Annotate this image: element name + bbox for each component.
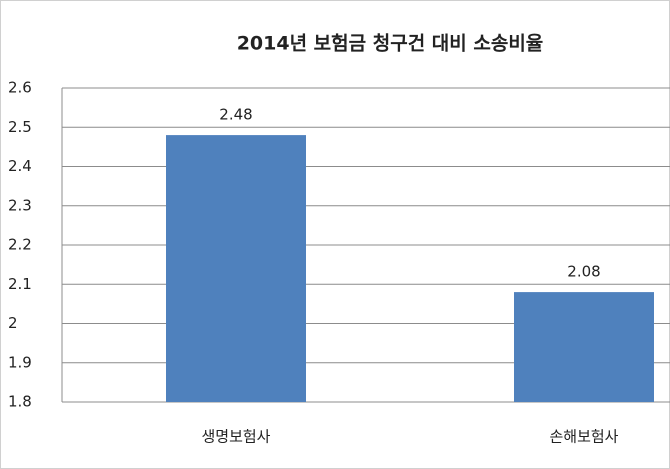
data-label: 2.48 <box>219 106 252 124</box>
y-tick-label: 2.2 <box>8 236 32 254</box>
y-tick-label: 2.6 <box>8 79 32 97</box>
bar <box>514 292 654 402</box>
y-tick-label: 1.9 <box>8 353 32 371</box>
y-tick-label: 2.3 <box>8 196 32 214</box>
bar <box>166 135 306 402</box>
y-tick-label: 2 <box>8 314 18 332</box>
x-tick-label: 생명보험사 <box>201 428 270 446</box>
chart-title: 2014년 보험금 청구건 대비 소송비율 <box>237 33 544 55</box>
x-tick-label: 손해보험사 <box>549 428 618 446</box>
y-tick-label: 2.1 <box>8 275 32 293</box>
y-tick-label: 2.5 <box>8 118 32 136</box>
data-label: 2.08 <box>567 263 600 281</box>
y-tick-label: 1.8 <box>8 393 32 411</box>
y-tick-label: 2.4 <box>8 157 32 175</box>
